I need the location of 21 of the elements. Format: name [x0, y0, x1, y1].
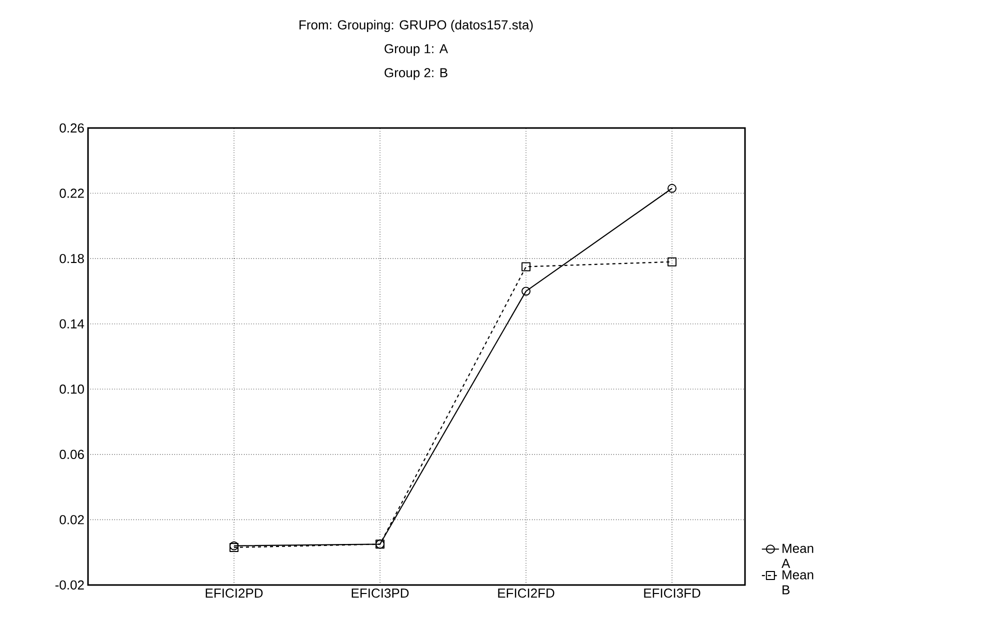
text: Group 1: A: [384, 44, 448, 56]
chart-title: From: Grouping: GRUPO (datos157.sta): [300, 20, 533, 32]
y-tick-label: 0.18: [60, 254, 84, 264]
y-tick-label: -0.02: [55, 580, 84, 590]
x-tick-label: EFICI3FD: [644, 588, 700, 598]
y-tick-label: 0.22: [60, 188, 84, 198]
y-tick-label: 0.06: [60, 450, 84, 460]
x-tick-label: EFICI3PD: [352, 588, 409, 598]
y-tick-label: 0.02: [60, 515, 84, 524]
point: [668, 184, 676, 193]
y-tick-label: 0.10: [60, 384, 84, 394]
text: Group 2: B: [384, 68, 448, 80]
x-tick-label: EFICI2FD: [498, 588, 554, 598]
point: [522, 262, 531, 272]
legend-label: Mean B: [782, 570, 814, 594]
y-tick-label: 0.26: [60, 123, 84, 133]
point: [668, 257, 676, 266]
legend-label: Mean A: [782, 544, 814, 568]
point: [522, 286, 531, 296]
y-tick-label: 0.14: [60, 319, 84, 328]
x-tick-label: EFICI2PD: [206, 588, 263, 598]
